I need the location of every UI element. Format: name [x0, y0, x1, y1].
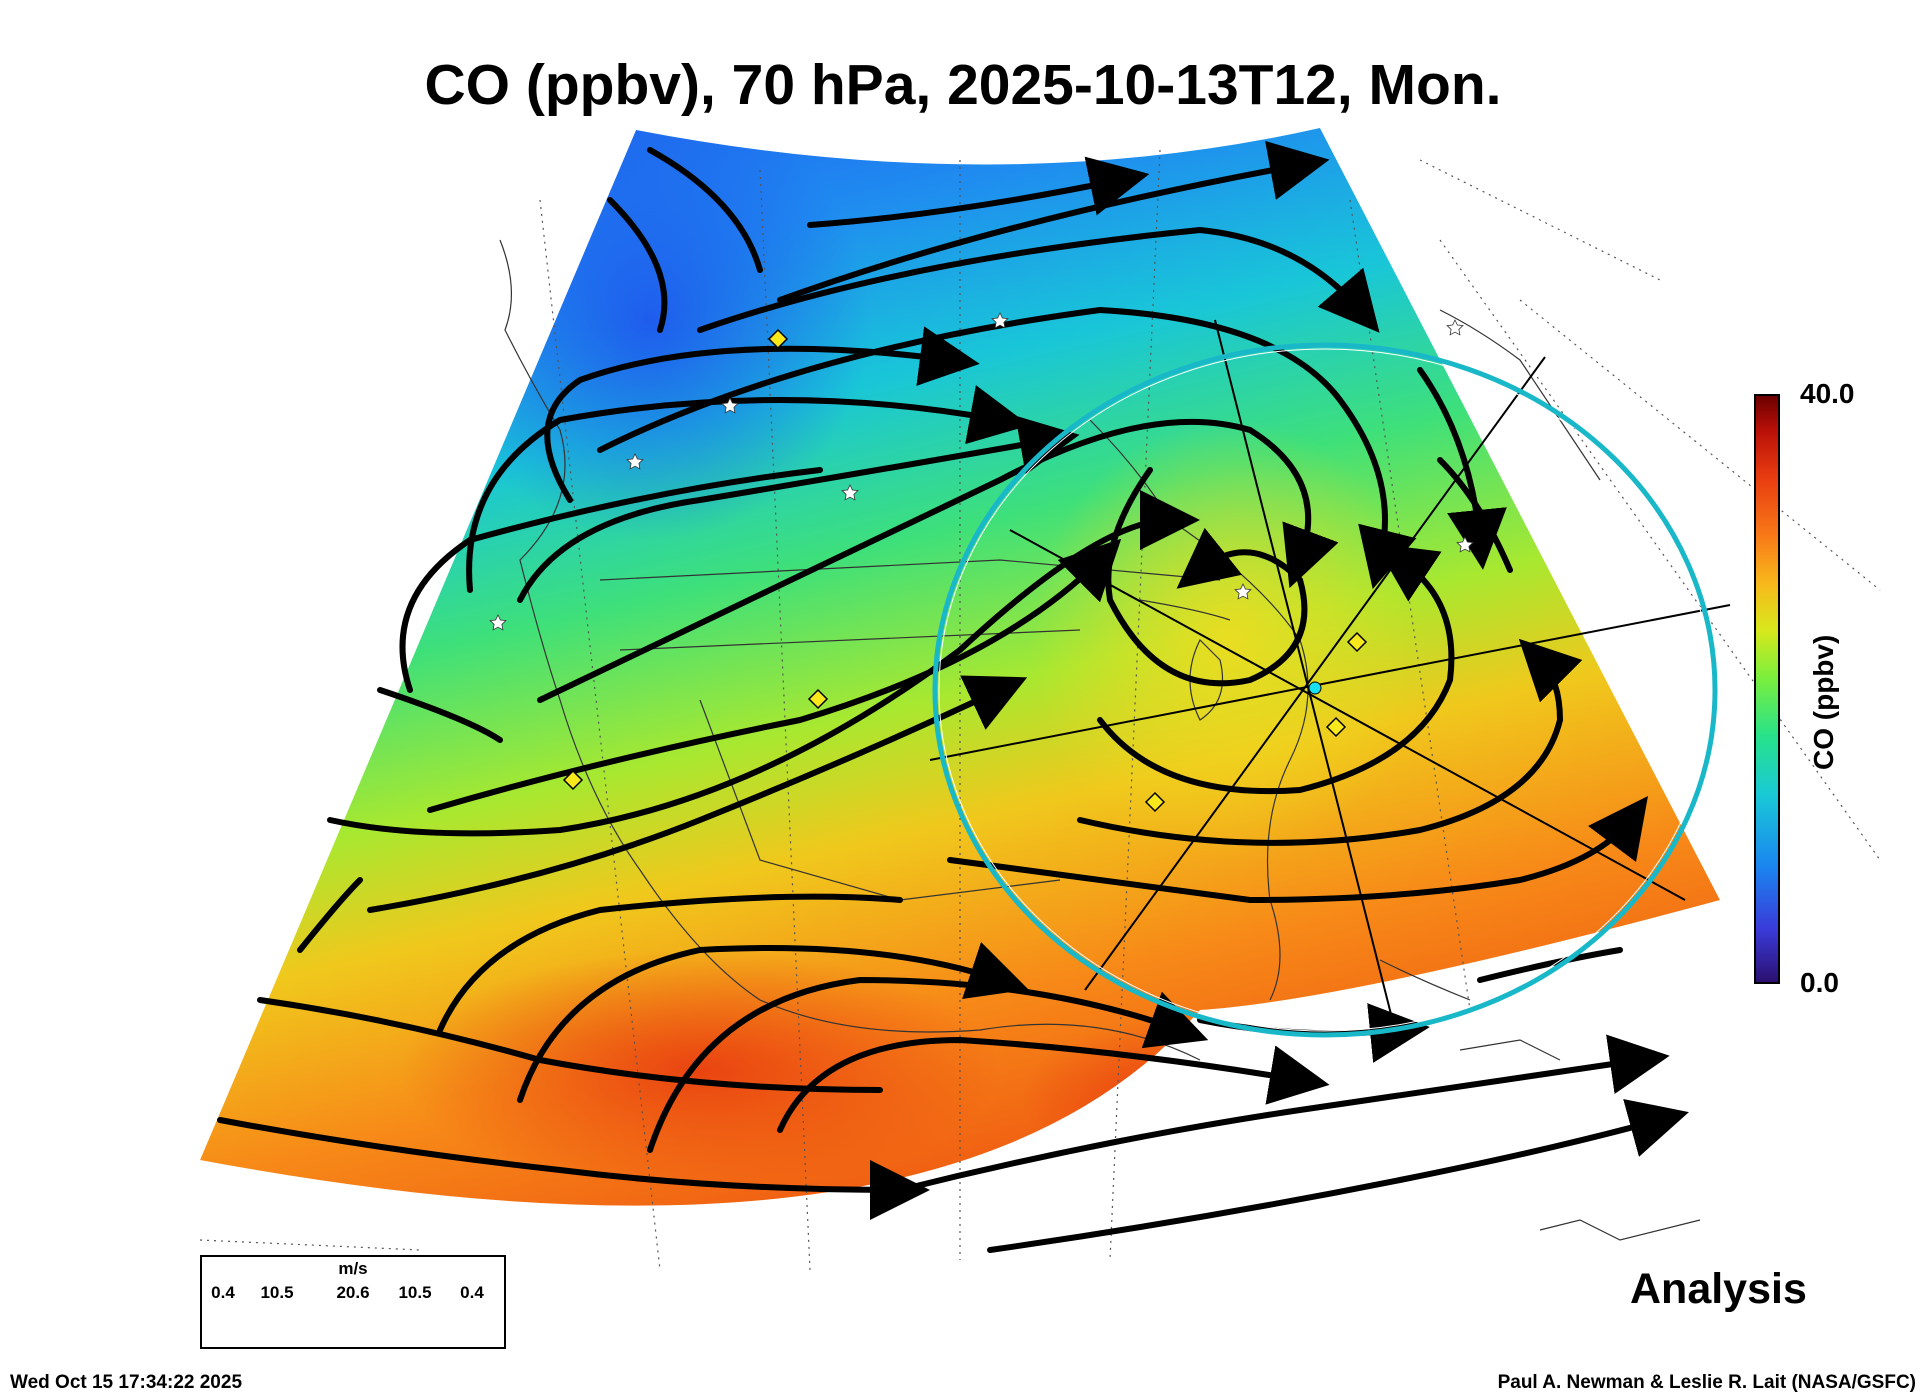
streamline [807, 156, 1150, 228]
streamline [897, 1034, 1670, 1193]
high-co-region-gulf [1020, 1020, 1340, 1180]
streamline [777, 140, 1330, 303]
track-line [1214, 319, 1396, 1031]
track-line [1009, 529, 1686, 901]
streamline [466, 385, 1030, 593]
streamline [987, 1098, 1689, 1253]
station-markers [489, 312, 1474, 631]
diamond-icon [562, 769, 584, 791]
streamline [697, 226, 1380, 333]
track-line [1084, 356, 1546, 991]
streamline [437, 893, 903, 1033]
site-markers [562, 328, 1368, 813]
streamline [1417, 367, 1507, 570]
range-ring-inner [938, 348, 1712, 1032]
diamond-icon [1144, 791, 1166, 813]
timestamp: Wed Oct 15 17:34:22 2025 [10, 1372, 243, 1393]
wind-legend-value: 0.4 [460, 1283, 484, 1302]
streamline [517, 415, 1080, 603]
streamline [544, 326, 980, 503]
streamline [399, 467, 823, 693]
center-point-icon [1308, 681, 1322, 695]
credit: Paul A. Newman & Leslie R. Lait (NASA/GS… [1497, 1372, 1916, 1393]
streamline [647, 976, 1209, 1153]
streamline [377, 687, 503, 743]
streamline [647, 147, 763, 273]
wind-legend: m/s 0.4 10.5 20.6 10.5 0.4 [200, 1255, 506, 1349]
wind-legend-value: 10.5 [398, 1283, 432, 1302]
star-icon [991, 312, 1009, 329]
streamline [597, 306, 1417, 590]
map-title: CO (ppbv), 70 hPa, 2025-10-13T12, Mon. [424, 53, 1502, 117]
streamline [1077, 638, 1583, 846]
range-ring [932, 342, 1718, 1038]
streamline [517, 942, 1029, 1103]
streamline [777, 1036, 1330, 1133]
diamond-icon [1325, 716, 1347, 738]
high-co-region-south [400, 950, 1000, 1190]
diamond-icon [767, 328, 789, 350]
wind-legend-value: 0.4 [211, 1283, 235, 1302]
streamline [947, 796, 1649, 904]
star-icon [721, 397, 739, 414]
flight-tracks [929, 319, 1731, 1031]
wind-legend-value: 20.6 [336, 1283, 370, 1302]
streamline [1477, 947, 1623, 983]
streamline [217, 1117, 930, 1220]
track-line [929, 604, 1731, 761]
streamline [537, 418, 1339, 703]
analysis-label: Analysis [1630, 1265, 1807, 1313]
streamline [1105, 467, 1308, 687]
star-icon [1234, 583, 1252, 600]
star-icon [1446, 319, 1464, 336]
wind-legend-value: 10.5 [260, 1283, 294, 1302]
star-icon [841, 484, 859, 501]
star-icon [626, 453, 644, 470]
colorbar [1754, 394, 1780, 984]
high-co-region-east [1030, 420, 1430, 860]
streamline [367, 675, 1028, 913]
colorbar-axis-label: CO (ppbv) [1808, 634, 1839, 770]
streamline [1437, 457, 1513, 573]
streamline [297, 877, 363, 953]
wind-legend-units: m/s [338, 1259, 368, 1278]
diamond-icon [807, 688, 829, 710]
colorbar-min-label: 0.0 [1800, 967, 1839, 998]
colorbar-max-label: 40.0 [1800, 378, 1855, 409]
diamond-icon [1346, 631, 1368, 653]
star-icon [1456, 536, 1474, 553]
streamlines [217, 140, 1689, 1253]
streamline [1097, 543, 1455, 795]
streamline [607, 197, 668, 333]
star-icon [489, 614, 507, 631]
streamline [427, 538, 1122, 813]
